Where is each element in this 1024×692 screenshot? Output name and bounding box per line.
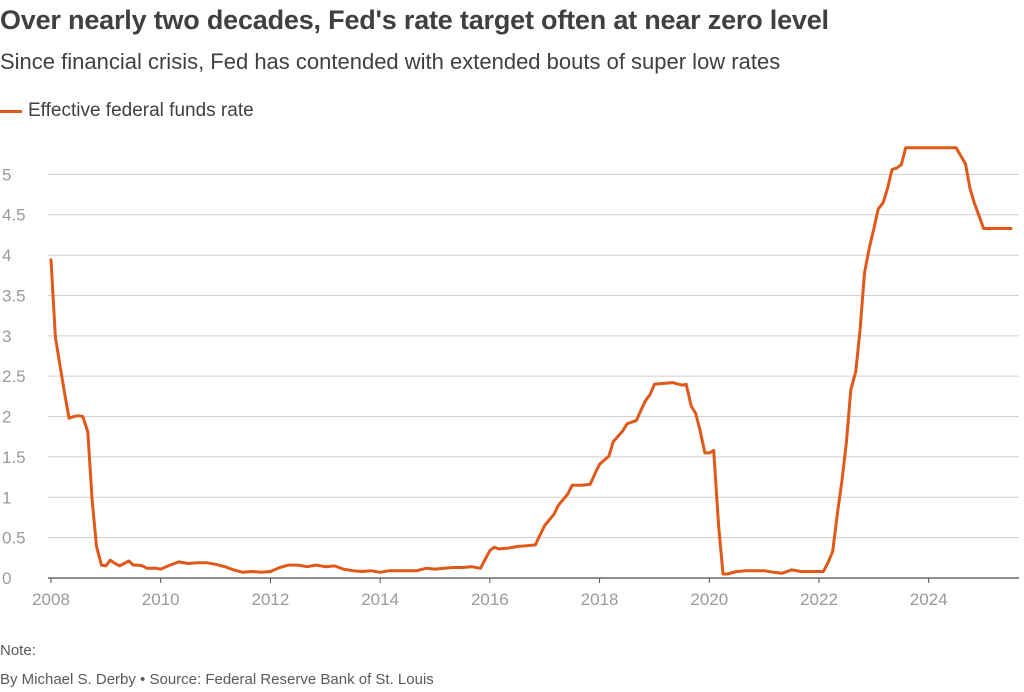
x-tick-label: 2008: [32, 590, 70, 609]
x-tick-label: 2014: [361, 590, 399, 609]
gridlines: [48, 173, 1019, 539]
y-tick-label: 2.5: [2, 367, 26, 386]
y-tick-label: 4: [2, 246, 11, 265]
y-tick-label: 3: [2, 327, 11, 346]
x-tick-label: 2018: [581, 590, 619, 609]
legend-label: Effective federal funds rate: [28, 100, 254, 121]
y-tick-label: 0.5: [2, 529, 26, 548]
x-tick-label: 2024: [910, 590, 948, 609]
chart-subtitle: Since financial crisis, Fed has contende…: [0, 49, 781, 74]
y-tick-label: 2: [2, 408, 11, 427]
y-tick-label: 0: [2, 569, 11, 588]
x-tick-label: 2010: [142, 590, 180, 609]
series-line-effective-federal-funds-rate: [49, 146, 1013, 576]
legend: Effective federal funds rate: [0, 100, 254, 122]
y-tick-label: 4.5: [2, 206, 26, 225]
y-tick-label: 1.5: [2, 448, 26, 467]
footer-note: Note:: [0, 642, 36, 659]
x-axis: 2008 2010 2012 2014 2016 2018 2020 2022 2024: [32, 577, 1019, 609]
series-layer: [49, 146, 1013, 576]
x-tick-label: 2022: [800, 590, 838, 609]
x-tick-label: 2012: [252, 590, 290, 609]
x-tick-label: 2020: [690, 590, 728, 609]
y-axis-labels: 0 0.5 1 1.5 2 2.5 3 3.5 4 4.5 5: [2, 165, 26, 588]
y-tick-label: 1: [2, 488, 11, 507]
x-tick-label: 2016: [471, 590, 509, 609]
y-tick-label: 3.5: [2, 286, 26, 305]
y-tick-label: 5: [2, 165, 11, 184]
footer-credit: By Michael S. Derby • Source: Federal Re…: [0, 671, 434, 688]
legend-swatch: [0, 109, 22, 113]
chart-title: Over nearly two decades, Fed's rate targ…: [0, 5, 829, 35]
line-chart: 00.511.522.533.544.55 2008 2010 2012 2014 20…: [2, 146, 1019, 609]
